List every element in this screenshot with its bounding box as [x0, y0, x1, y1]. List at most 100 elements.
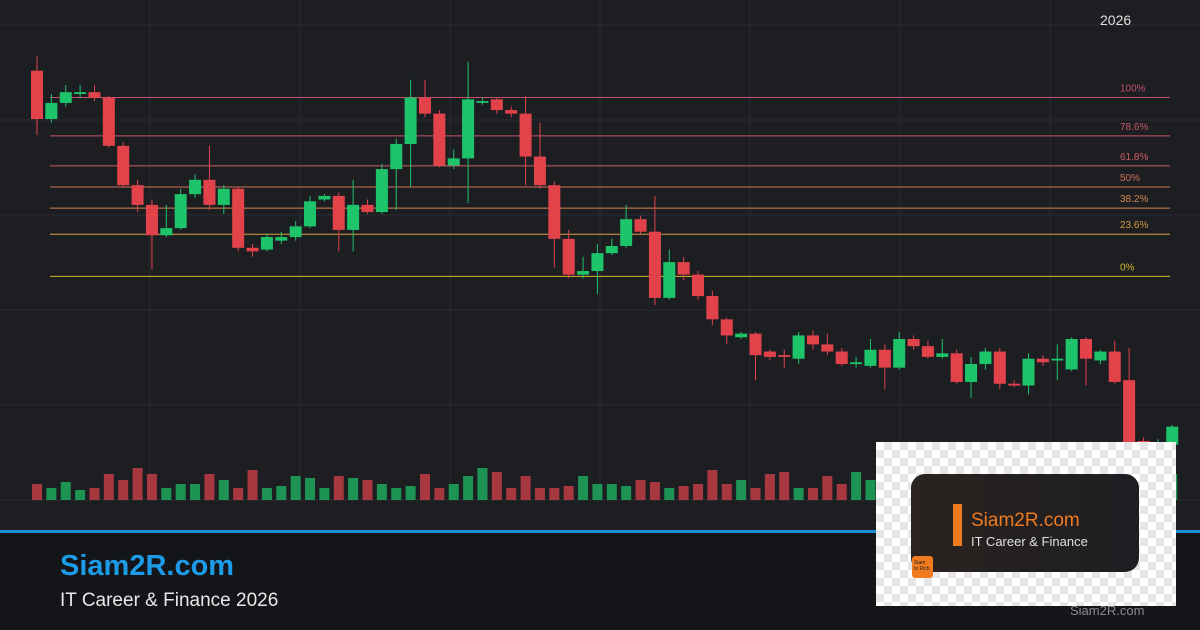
candle-body [1108, 351, 1121, 382]
candle-body [404, 97, 417, 145]
volume-bar [750, 488, 761, 500]
volume-bar [218, 480, 229, 500]
volume-bar [405, 486, 416, 500]
volume-bar [32, 484, 42, 500]
candle-body [347, 204, 360, 230]
volume-bar [333, 476, 344, 500]
volume-bar [175, 484, 186, 500]
candle-body [490, 99, 503, 111]
fib-label: 38.2% [1120, 194, 1148, 205]
volume-bar [290, 476, 301, 500]
candle-body [1166, 426, 1179, 445]
candle-body [993, 351, 1006, 384]
fib-label: 50% [1120, 173, 1140, 184]
candle-body [519, 113, 532, 157]
candle-body [1008, 383, 1021, 386]
volume-bar [693, 484, 704, 500]
candle-body [950, 353, 963, 382]
volume-bar [46, 488, 57, 500]
candle-body [375, 169, 388, 213]
candle-body [418, 97, 431, 114]
candle-body [145, 204, 158, 236]
candle-body [447, 158, 460, 166]
candle-body [332, 195, 345, 230]
volume-bar [376, 484, 387, 500]
candle-body [921, 346, 934, 357]
logo-tagline: IT Career & Finance [971, 534, 1088, 549]
volume-bar [592, 484, 603, 500]
candle-body [936, 353, 949, 357]
brand-subtitle: IT Career & Finance 2026 [60, 590, 279, 611]
candle-body [893, 339, 906, 368]
candle-body [31, 70, 43, 120]
candle-body [217, 188, 230, 205]
volume-bar [707, 470, 718, 500]
volume-bar [822, 476, 833, 500]
volume-bar [233, 488, 244, 500]
candle-body [1094, 351, 1107, 361]
volume-bar [448, 484, 459, 500]
volume-bar [434, 488, 445, 500]
volume-bar [89, 488, 100, 500]
candle-body [318, 195, 331, 200]
volume-bar [161, 488, 172, 500]
volume-bar [678, 486, 689, 500]
fib-label: 100% [1120, 84, 1146, 95]
volume-bar [60, 482, 71, 500]
fib-label: 78.6% [1120, 122, 1148, 133]
candle-body [591, 253, 604, 272]
volume-bar [276, 486, 287, 500]
candle-body [634, 219, 647, 232]
volume-bar [764, 474, 775, 500]
candle-body [663, 262, 676, 298]
candle-body [117, 145, 130, 186]
logo-box: Siam2R.com IT Career & Finance Siam to Ri… [876, 442, 1176, 606]
volume-bar [463, 476, 474, 500]
volume-bar [103, 474, 114, 500]
candle-body [189, 179, 202, 195]
divider [0, 530, 1200, 533]
volume-bar [606, 484, 617, 500]
volume-bar [75, 490, 86, 500]
candle-body [792, 335, 805, 359]
candle-body [232, 188, 245, 248]
volume-bar [247, 470, 258, 500]
volume-bar [736, 480, 747, 500]
candle-body [74, 92, 87, 94]
candle-body [260, 237, 273, 250]
candle-body [505, 110, 518, 114]
volume-bar [649, 482, 660, 500]
candle-body [1051, 358, 1064, 361]
candle-body [706, 296, 719, 320]
fib-label: 23.6% [1120, 220, 1148, 231]
logo-bar [953, 504, 962, 546]
volume-bar [635, 480, 646, 500]
volume-bar [190, 484, 201, 500]
fib-label: 0% [1120, 262, 1135, 273]
volume-bar [391, 488, 402, 500]
candle-body [304, 201, 317, 227]
volume-bar [362, 480, 373, 500]
candle-body [677, 262, 690, 275]
candle-body [102, 97, 115, 146]
candle-body [648, 231, 661, 298]
volume-bar [477, 468, 488, 500]
candle-body [1123, 380, 1136, 443]
candle-body [433, 113, 446, 166]
candle-body [620, 219, 633, 247]
candle-body [562, 238, 575, 275]
candle-body [390, 144, 403, 170]
candle-body [821, 344, 834, 352]
logo-card: Siam2R.com IT Career & Finance Siam to Ri… [911, 474, 1139, 578]
volume-bar [621, 486, 632, 500]
candle-body [1080, 339, 1093, 359]
candle-body [605, 246, 618, 254]
volume-bar [807, 488, 818, 500]
candle-body [850, 362, 863, 365]
candle-body [965, 364, 978, 382]
candle-body [720, 319, 733, 336]
candle-body [533, 156, 546, 186]
candle-body [749, 333, 762, 356]
candle-body [289, 226, 302, 238]
